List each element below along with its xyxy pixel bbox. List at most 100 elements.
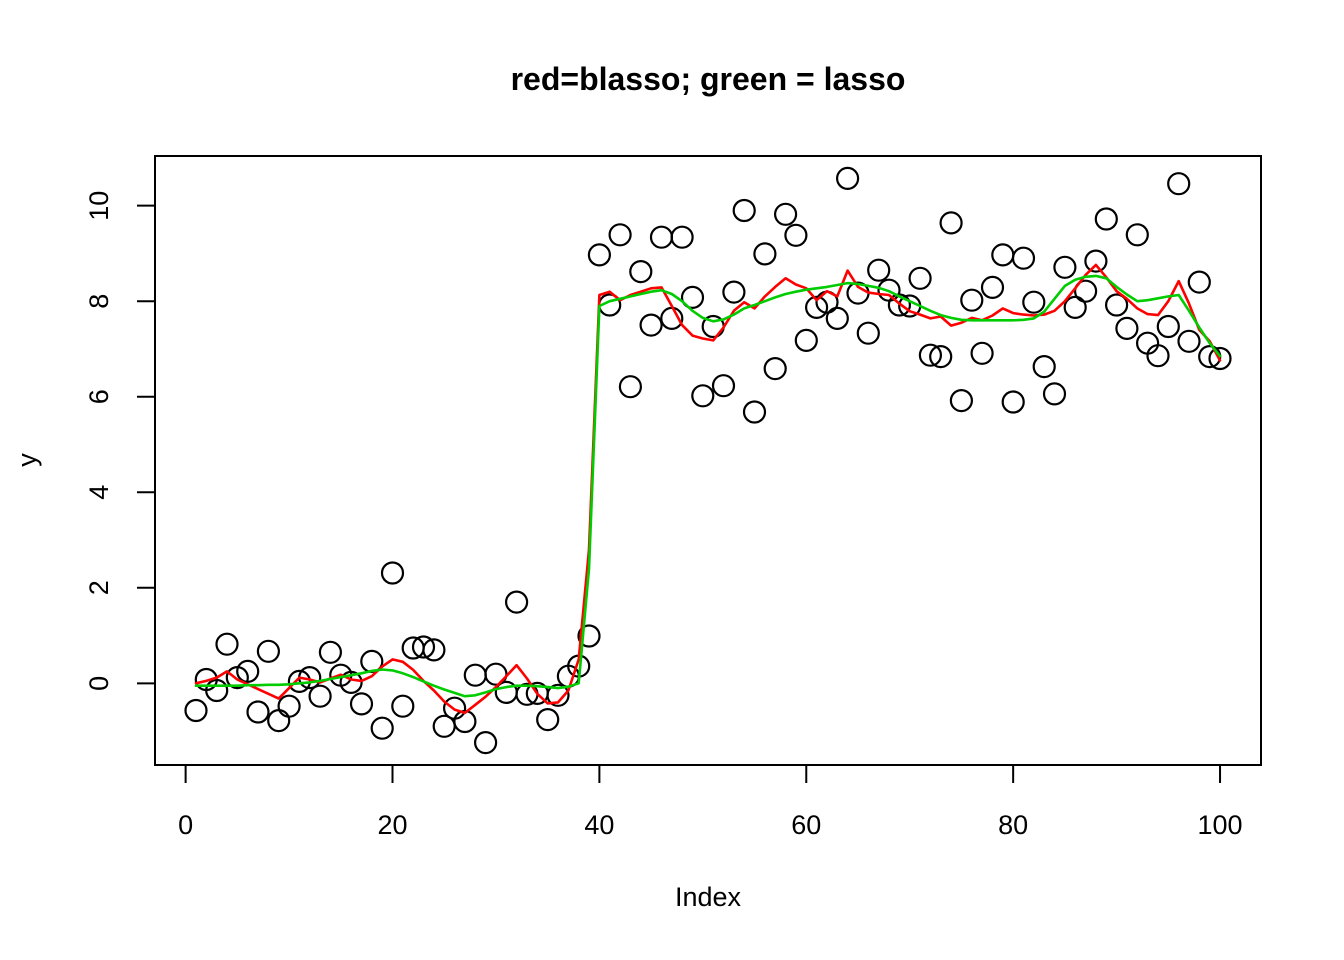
data-point (1125, 223, 1149, 247)
data-point (1115, 316, 1139, 340)
data-point (691, 384, 715, 408)
plot-box (154, 155, 1262, 766)
data-point (504, 590, 529, 614)
y-axis-label: y (12, 453, 42, 467)
x-axis-label: Index (675, 882, 742, 912)
data-point (277, 694, 301, 718)
fit-lines (194, 263, 1222, 715)
data-point (929, 345, 953, 369)
data-point (308, 684, 332, 708)
data-point (1167, 172, 1191, 196)
data-point (784, 223, 808, 247)
data-point (215, 632, 239, 656)
data-point (711, 374, 736, 398)
data-point (918, 343, 943, 367)
data-point (577, 624, 601, 648)
data-point (411, 635, 436, 659)
data-point (339, 670, 363, 695)
data-point (794, 328, 818, 352)
data-point (1156, 314, 1180, 339)
x-tick-label: 100 (1198, 810, 1243, 840)
data-point (825, 306, 849, 330)
data-point (246, 700, 270, 724)
data-point (1001, 390, 1025, 414)
data-point (1022, 290, 1046, 314)
x-tick-label: 0 (178, 810, 193, 840)
data-point (980, 275, 1005, 299)
data-point (184, 698, 208, 723)
data-point (391, 694, 415, 718)
data-point (422, 638, 446, 662)
data-point (1063, 295, 1087, 319)
data-point (205, 678, 229, 703)
y-tick-label: 4 (84, 485, 114, 500)
x-tick-label: 60 (791, 810, 821, 840)
x-tick-label: 20 (377, 810, 407, 840)
data-point (970, 341, 994, 365)
data-point (1042, 382, 1067, 406)
data-point (267, 708, 291, 733)
data-point (1084, 249, 1108, 273)
data-point (1073, 279, 1098, 303)
data-point (380, 561, 405, 585)
lasso-line (194, 274, 1222, 698)
data-point (1146, 344, 1170, 368)
y-tick-label: 10 (84, 191, 114, 221)
data-point (1135, 331, 1160, 355)
data-point (608, 223, 632, 247)
data-point (318, 640, 342, 664)
data-point (732, 198, 756, 223)
data-point (1187, 270, 1211, 294)
data-point (1208, 346, 1232, 371)
data-point (991, 243, 1015, 267)
x-tick-label: 80 (998, 810, 1028, 840)
data-point (835, 166, 860, 190)
data-point (670, 225, 694, 249)
data-point (236, 659, 260, 684)
data-point (960, 288, 984, 312)
data-point (1177, 329, 1201, 353)
y-tick-label: 6 (84, 389, 114, 404)
y-tick-label: 2 (84, 580, 114, 595)
chart-title: red=blasso; green = lasso (511, 61, 906, 97)
data-point (639, 313, 663, 337)
y-tick-label: 8 (84, 294, 114, 309)
data-point (256, 639, 280, 663)
data-point (349, 692, 374, 716)
data-point (618, 375, 643, 399)
data-point (939, 211, 963, 235)
data-point (370, 716, 394, 740)
data-point (908, 266, 932, 290)
data-point (887, 293, 912, 317)
data-point (773, 202, 798, 226)
data-point (1053, 255, 1077, 279)
data-point (1094, 207, 1118, 231)
data-point (742, 400, 767, 424)
data-point (763, 357, 787, 381)
data-point (536, 707, 560, 732)
y-axis: 0 2 4 6 8 10 (84, 191, 155, 691)
data-point (753, 242, 777, 266)
data-point (722, 280, 746, 304)
data-point (1032, 355, 1056, 379)
data-point (680, 285, 705, 309)
data-point (629, 260, 653, 284)
scatter-points (184, 166, 1232, 755)
data-point (463, 663, 487, 687)
data-point (453, 709, 477, 734)
x-axis: 0 20 40 60 80 100 (178, 765, 1243, 840)
data-point (856, 321, 880, 345)
data-point (867, 258, 891, 282)
data-point (649, 225, 674, 249)
data-point (587, 243, 612, 267)
data-point (804, 295, 829, 319)
data-point (949, 389, 974, 413)
blasso-line (194, 263, 1222, 715)
data-point (1104, 293, 1129, 317)
y-tick-label: 0 (84, 676, 114, 691)
data-point (474, 730, 498, 755)
data-point (1011, 246, 1036, 270)
x-tick-label: 40 (584, 810, 614, 840)
